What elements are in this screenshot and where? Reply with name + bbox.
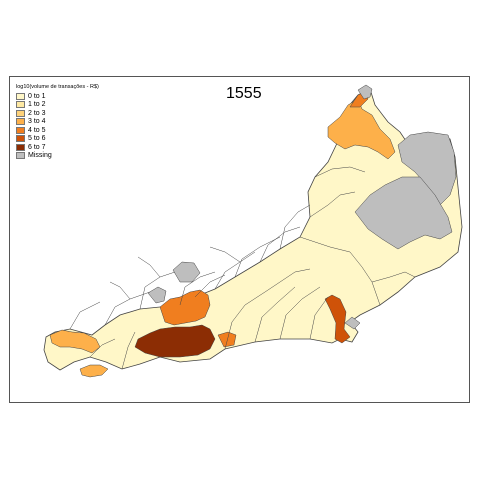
region-metro-orange [159, 289, 211, 326]
municipality-border [209, 246, 241, 263]
legend-swatch [16, 126, 25, 134]
municipality-border [309, 191, 356, 218]
municipality-border [194, 274, 226, 298]
legend-swatch [16, 101, 25, 109]
legend-item: 4 to 5 [16, 126, 99, 135]
legend-swatch [16, 109, 25, 117]
municipality-border [254, 286, 296, 343]
municipality-border [279, 286, 321, 340]
legend-label: 0 to 1 [28, 92, 46, 100]
legend-swatch [16, 143, 25, 151]
region-east-missing [354, 176, 453, 250]
region-metro-niteroi [217, 331, 237, 348]
region-cabo-frio-missing [344, 316, 361, 330]
municipality-border [349, 251, 381, 306]
legend-swatch [16, 92, 25, 100]
legend-label: 1 to 2 [28, 101, 46, 109]
region-island-ilha-grande [79, 364, 109, 378]
legend-label: 2 to 3 [28, 109, 46, 117]
legend-swatch [16, 152, 25, 160]
legend-swatch [16, 118, 25, 126]
municipality-border [214, 251, 256, 290]
municipality-border [69, 301, 101, 330]
legend-item: 2 to 3 [16, 109, 99, 118]
legend-label: 6 to 7 [28, 143, 46, 151]
municipality-border [224, 291, 266, 350]
year-label: 1555 [226, 85, 262, 102]
municipality-borders [69, 166, 416, 370]
legend-item: 0 to 1 [16, 92, 99, 101]
legend-item: 1 to 2 [16, 101, 99, 110]
region-metro-rio [134, 324, 216, 358]
region-central-small-missing [147, 286, 167, 304]
choropleth-map [43, 84, 463, 378]
municipality-border [299, 236, 351, 253]
region-lakes-region [324, 294, 351, 344]
municipality-border [279, 204, 311, 250]
region-northeast-missing [397, 131, 457, 206]
legend-item: 3 to 4 [16, 118, 99, 127]
municipality-border [309, 296, 329, 340]
region-south-coast [49, 329, 101, 354]
legend-item: 6 to 7 [16, 143, 99, 152]
municipality-border [264, 268, 311, 293]
municipality-border [314, 166, 366, 178]
legend-title: log10(volume de transações - R$) [16, 84, 99, 90]
state-outline [43, 88, 463, 371]
legend-label: 3 to 4 [28, 118, 46, 126]
region-north-missing [357, 84, 373, 100]
legend-item: Missing [16, 152, 99, 161]
municipality-border [371, 271, 416, 283]
region-central-missing [172, 261, 201, 283]
municipality-border [89, 338, 116, 358]
municipality-border [259, 226, 301, 263]
legend-label: 4 to 5 [28, 126, 46, 134]
municipality-border [234, 236, 281, 278]
legend-item: 5 to 6 [16, 135, 99, 144]
municipality-border [104, 291, 151, 326]
legend-swatch [16, 135, 25, 143]
municipality-border [137, 256, 161, 278]
municipality-border [109, 281, 131, 300]
legend-label: Missing [28, 152, 52, 160]
municipality-border [179, 271, 216, 306]
municipality-border [139, 271, 176, 310]
legend-label: 5 to 6 [28, 135, 46, 143]
municipality-border [121, 331, 136, 370]
